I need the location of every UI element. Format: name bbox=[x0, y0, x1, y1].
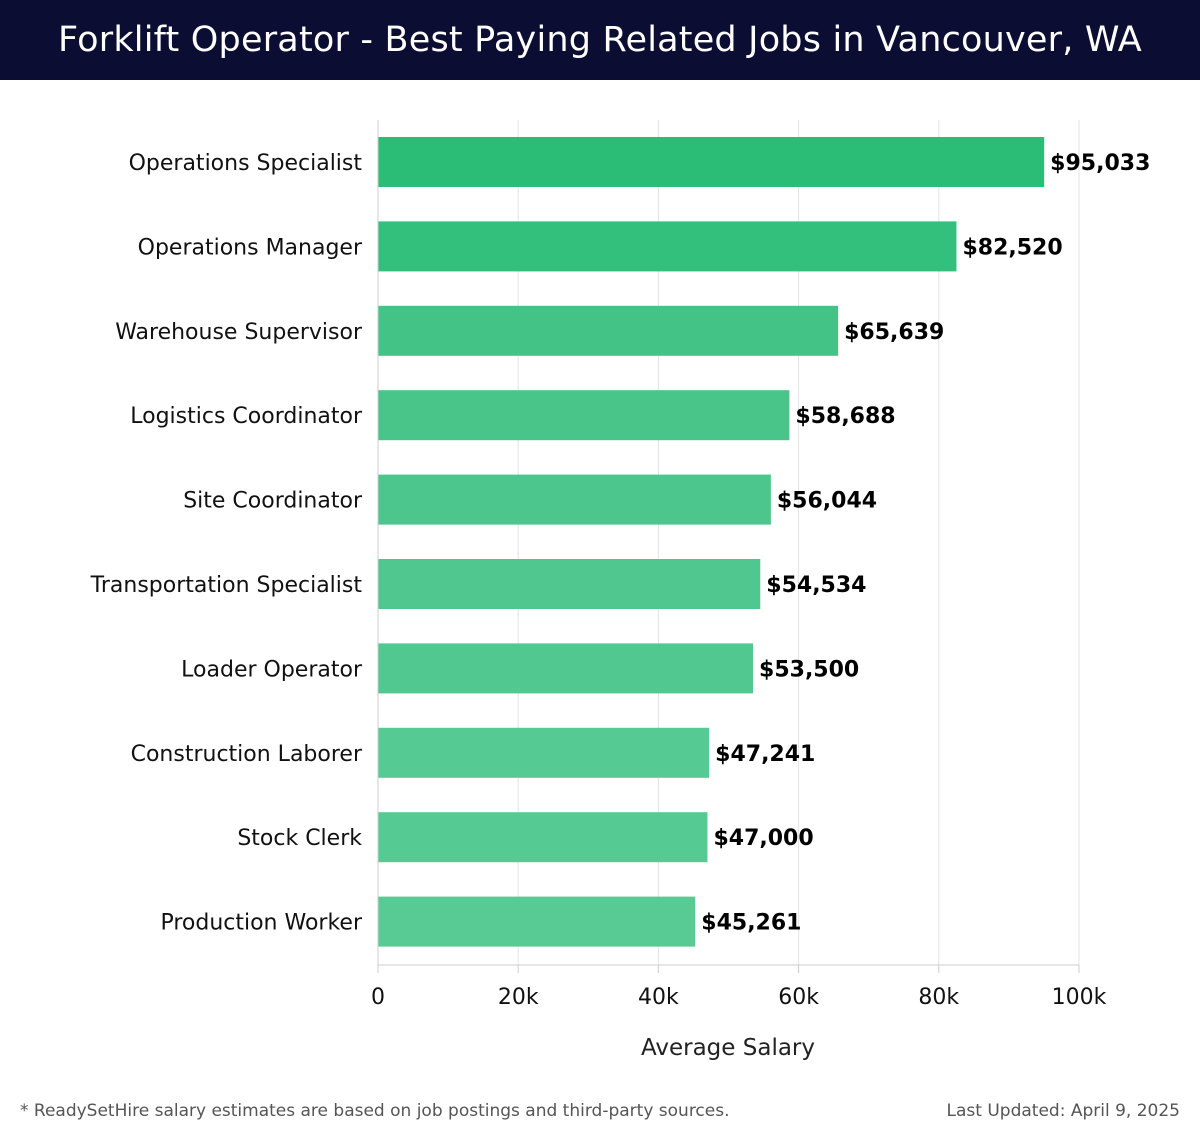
bar bbox=[378, 390, 790, 441]
x-axis: 0 20k 40k 60k 80k 100k bbox=[371, 120, 1107, 1010]
category-label: Site Coordinator bbox=[183, 489, 363, 514]
category-label: Transportation Specialist bbox=[90, 573, 363, 598]
x-tick-label: 40k bbox=[638, 985, 679, 1010]
bar bbox=[378, 305, 839, 356]
value-label: $45,261 bbox=[701, 911, 801, 936]
x-axis-title: Average Salary bbox=[641, 1035, 815, 1061]
bar bbox=[378, 559, 761, 609]
bar bbox=[378, 896, 696, 947]
category-label: Loader Operator bbox=[181, 657, 363, 682]
footer-note: * ReadySetHire salary estimates are base… bbox=[20, 1101, 730, 1121]
bars bbox=[378, 137, 1045, 947]
category-label: Construction Laborer bbox=[131, 742, 363, 767]
bar-chart: 0 20k 40k 60k 80k 100k Operations SpecialistO… bbox=[90, 120, 1150, 1061]
category-label: Logistics Coordinator bbox=[130, 404, 363, 429]
category-label: Production Worker bbox=[160, 911, 363, 936]
x-tick-label: 60k bbox=[778, 985, 819, 1010]
category-labels: Operations Specialist Operations Manager W… bbox=[90, 151, 363, 936]
value-labels: $95,033 $82,520 $65,639 $58,688 $56,044 $54,5… bbox=[701, 151, 1150, 936]
value-label: $56,044 bbox=[777, 489, 877, 514]
category-label: Stock Clerk bbox=[237, 826, 362, 851]
bar bbox=[378, 643, 754, 694]
category-label: Operations Specialist bbox=[129, 151, 363, 176]
chart-title: Forklift Operator - Best Paying Related … bbox=[58, 20, 1142, 60]
value-label: $47,000 bbox=[713, 826, 813, 851]
x-tick-label: 80k bbox=[918, 985, 959, 1010]
value-label: $65,639 bbox=[844, 320, 944, 345]
x-tick-label: 20k bbox=[498, 985, 539, 1010]
value-label: $47,241 bbox=[715, 742, 815, 767]
x-tick-label: 100k bbox=[1052, 985, 1107, 1010]
bar bbox=[378, 727, 710, 778]
value-label: $58,688 bbox=[795, 404, 895, 429]
bar bbox=[378, 221, 957, 272]
bar bbox=[378, 812, 708, 863]
bar bbox=[378, 474, 771, 525]
value-label: $53,500 bbox=[759, 657, 859, 682]
category-label: Operations Manager bbox=[138, 235, 363, 260]
value-label: $95,033 bbox=[1050, 151, 1150, 176]
chart-header: Forklift Operator - Best Paying Related … bbox=[0, 0, 1200, 80]
x-tick-label: 0 bbox=[371, 985, 385, 1010]
value-label: $54,534 bbox=[766, 573, 866, 598]
value-label: $82,520 bbox=[962, 235, 1062, 260]
last-updated: Last Updated: April 9, 2025 bbox=[946, 1101, 1180, 1121]
bar bbox=[378, 137, 1045, 187]
category-label: Warehouse Supervisor bbox=[115, 320, 363, 345]
